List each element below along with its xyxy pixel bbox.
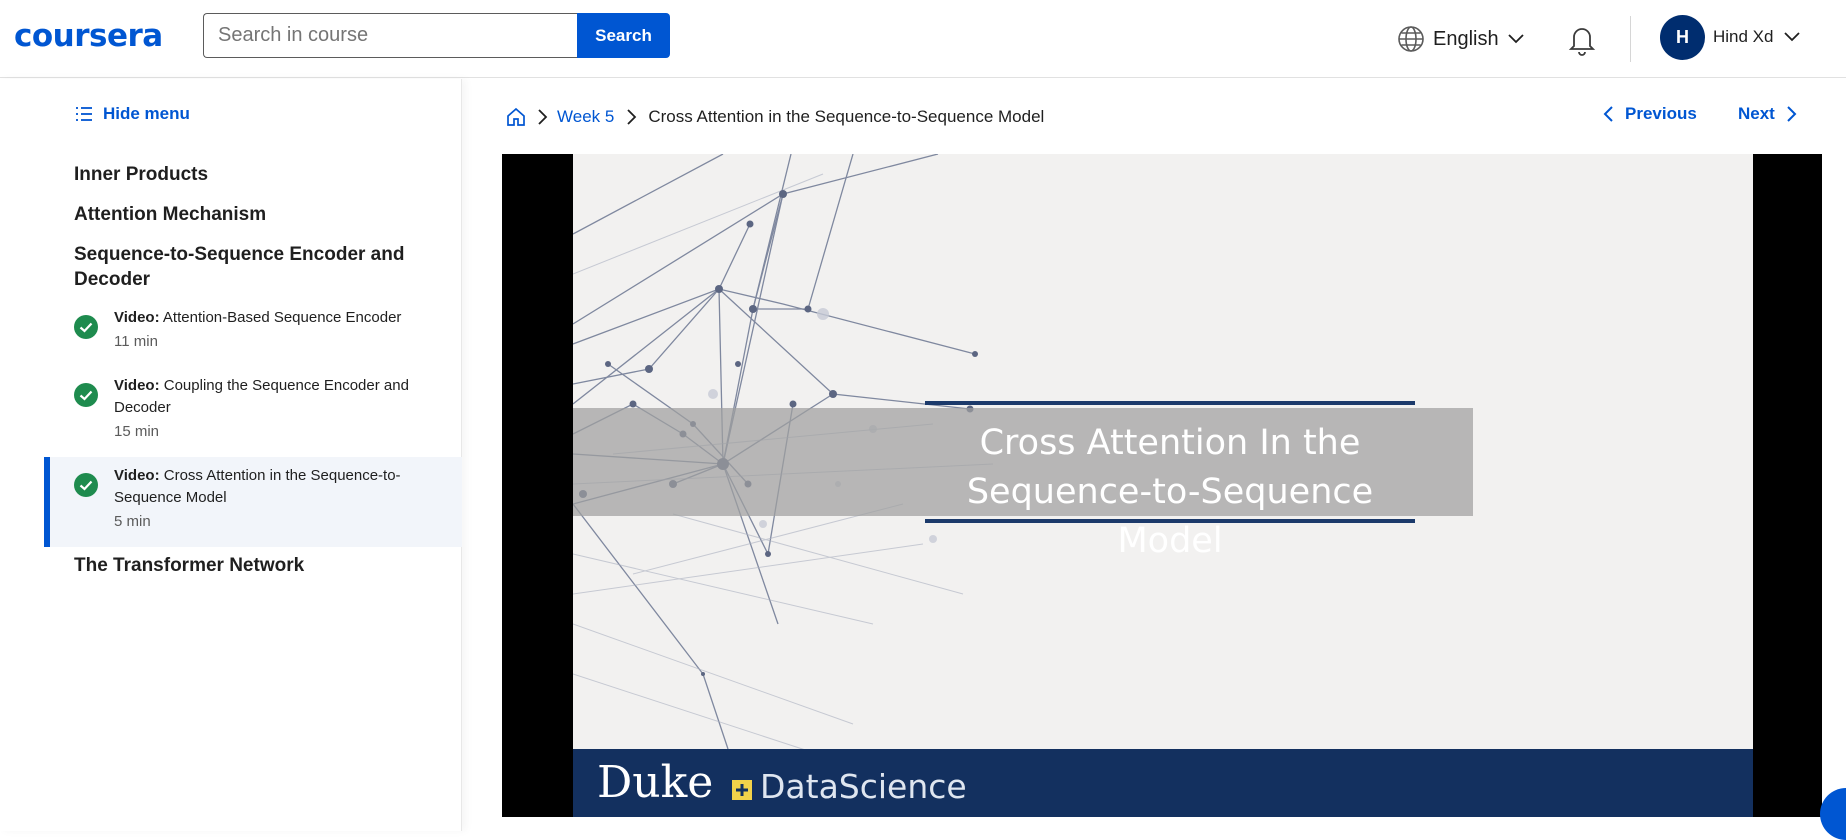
language-label: English [1433, 27, 1499, 50]
check-complete-icon [74, 315, 98, 339]
chevron-right-icon [627, 109, 637, 125]
avatar[interactable]: H [1660, 15, 1705, 60]
section-transformer-network[interactable]: The Transformer Network [74, 555, 305, 576]
check-complete-icon [74, 383, 98, 407]
chevron-right-icon [1787, 106, 1797, 122]
home-icon[interactable] [505, 106, 527, 128]
section-attention-mechanism[interactable]: Attention Mechanism [74, 204, 267, 225]
title-rule-top [925, 401, 1415, 405]
help-chat-button[interactable] [1820, 788, 1846, 840]
check-complete-icon [74, 473, 98, 497]
notification-bell-icon[interactable] [1566, 22, 1598, 56]
slide-banner [573, 408, 1473, 516]
username-label: Hind Xd [1713, 27, 1774, 46]
chevron-left-icon [1603, 106, 1613, 122]
title-rule-bottom [925, 519, 1415, 523]
header-divider [1630, 16, 1631, 62]
breadcrumb: Week 5 Cross Attention in the Sequence-t… [505, 104, 1044, 130]
slide-footer: Duke DataScience [573, 749, 1753, 817]
item-title: Video: Coupling the Sequence Encoder and… [114, 377, 409, 416]
coursera-logo[interactable]: coursera [14, 18, 163, 54]
previous-label: Previous [1625, 104, 1697, 123]
search-button[interactable]: Search [577, 13, 670, 58]
globe-icon [1398, 26, 1424, 52]
item-duration: 5 min [114, 513, 151, 530]
sidebar-item-video[interactable]: Video: Attention-Based Sequence Encoder … [44, 307, 462, 369]
breadcrumb-current: Cross Attention in the Sequence-to-Seque… [648, 107, 1045, 126]
item-title: Video: Cross Attention in the Sequence-t… [114, 467, 401, 506]
section-seq2seq[interactable]: Sequence-to-Sequence Encoder and Decoder [74, 244, 405, 290]
search-input[interactable] [203, 13, 578, 58]
hide-menu-label: Hide menu [103, 104, 190, 123]
chevron-right-icon [538, 109, 548, 125]
user-menu[interactable]: Hind Xd [1713, 27, 1801, 47]
video-player[interactable]: Cross Attention In the Sequence-to-Seque… [502, 154, 1822, 817]
item-duration: 15 min [114, 423, 160, 440]
language-selector[interactable]: English [1397, 24, 1525, 54]
breadcrumb-week[interactable]: Week 5 [557, 107, 615, 126]
top-header: coursera Search English H Hind Xd [0, 0, 1846, 78]
slide-title: Cross Attention In the Sequence-to-Seque… [966, 423, 1374, 561]
duke-logo: Duke [597, 757, 714, 808]
sidebar-item-video-active[interactable]: Video: Cross Attention in the Sequence-t… [44, 457, 462, 547]
previous-button[interactable]: Previous [1603, 104, 1697, 124]
chevron-down-icon [1784, 32, 1801, 42]
course-sidebar: Hide menu Inner Products Attention Mecha… [0, 79, 462, 831]
next-button[interactable]: Next [1738, 104, 1797, 124]
item-title: Video: Attention-Based Sequence Encoder [114, 309, 402, 326]
list-icon [76, 107, 92, 121]
item-duration: 11 min [114, 333, 158, 350]
section-inner-products[interactable]: Inner Products [74, 164, 209, 185]
video-frame: Cross Attention In the Sequence-to-Seque… [573, 154, 1753, 817]
plus-icon [732, 780, 752, 800]
hide-menu-button[interactable]: Hide menu [75, 104, 190, 124]
chevron-down-icon [1507, 34, 1524, 44]
sidebar-item-video[interactable]: Video: Coupling the Sequence Encoder and… [44, 375, 462, 459]
next-label: Next [1738, 104, 1775, 123]
datascience-logo: DataScience [760, 767, 967, 806]
